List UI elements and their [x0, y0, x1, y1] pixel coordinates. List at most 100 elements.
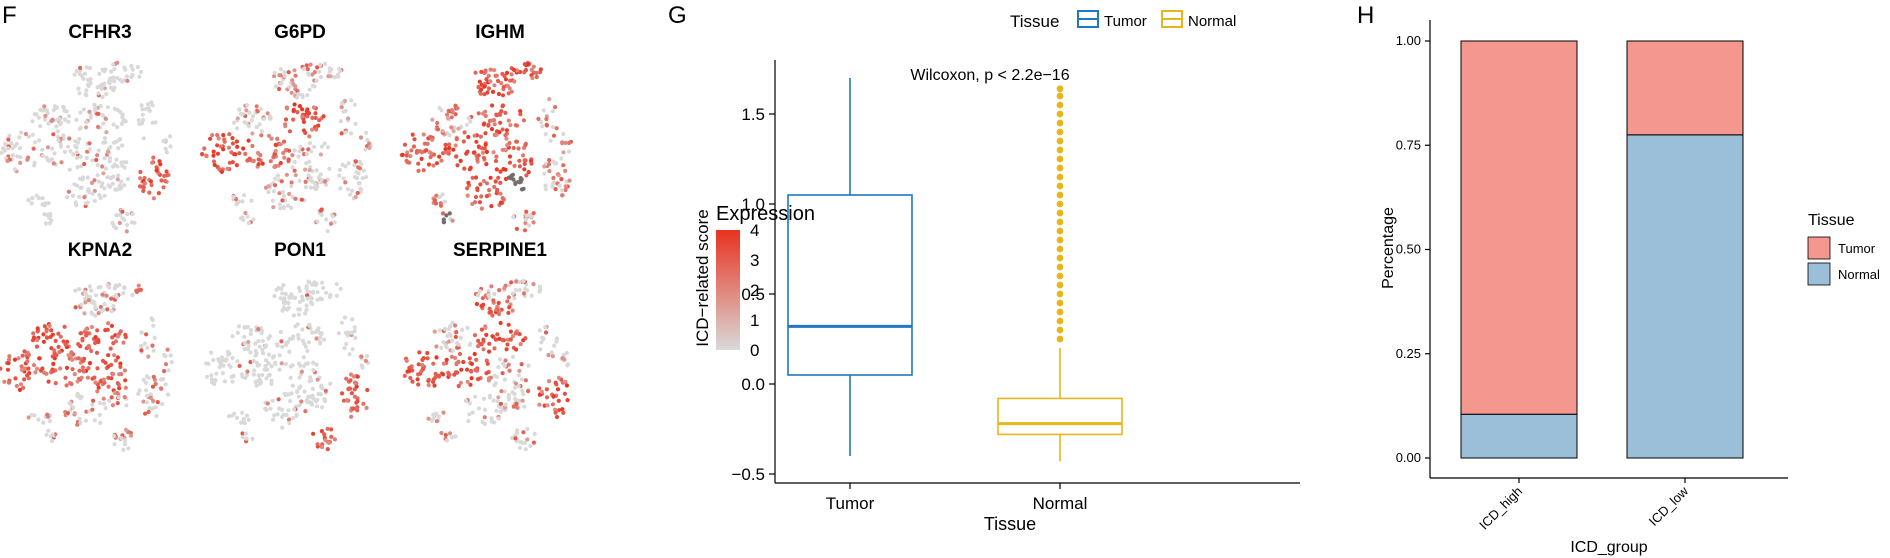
umap-cell — [275, 173, 281, 178]
umap-cell — [405, 160, 410, 165]
umap-cell — [72, 411, 77, 416]
umap-cell — [451, 129, 456, 134]
umap-cell — [141, 377, 146, 382]
umap-cell — [435, 127, 441, 132]
umap-cell — [509, 280, 514, 285]
umap-cell — [22, 377, 27, 382]
umap-cell — [72, 372, 77, 377]
umap-cell — [87, 141, 92, 146]
umap-cell — [67, 167, 72, 172]
umap-cell — [479, 194, 484, 199]
umap-cell — [496, 311, 502, 317]
umap-cell — [511, 404, 516, 409]
umap-cell — [75, 379, 80, 384]
umap-cell — [123, 427, 129, 432]
umap-cell — [367, 141, 372, 146]
umap-cell — [77, 126, 82, 131]
umap-cell — [425, 350, 430, 356]
umap-cell — [43, 201, 48, 206]
umap-cell — [113, 358, 118, 363]
umap-cell — [242, 421, 247, 426]
umap-cell — [316, 391, 321, 396]
umap-cell — [517, 287, 522, 293]
umap-cell — [349, 391, 354, 396]
umap-cell — [513, 396, 518, 401]
umap-cell — [109, 296, 114, 301]
umap-cell — [551, 181, 556, 186]
umap-cell — [160, 377, 166, 382]
umap-cell — [275, 136, 280, 141]
x-tick-label-icd_low: ICD_low — [1646, 483, 1692, 529]
outlier-point — [1056, 92, 1064, 100]
umap-cell — [58, 366, 63, 371]
umap-cell — [543, 183, 548, 188]
wilcoxon-annotation: Wilcoxon, p < 2.2e−16 — [910, 67, 1069, 84]
umap-cell — [230, 355, 235, 361]
umap-cell — [481, 347, 486, 352]
umap-cell — [426, 162, 432, 167]
x-tick-label-icd_high: ICD_high — [1476, 484, 1525, 533]
umap-cell — [444, 357, 449, 362]
umap-cell — [512, 296, 517, 301]
umap-cell — [270, 355, 275, 360]
umap-cell — [321, 114, 326, 119]
umap-cell — [104, 130, 109, 135]
umap-cell — [90, 407, 95, 412]
umap-cell — [522, 440, 528, 445]
umap-cell — [84, 155, 89, 160]
umap-cell — [240, 435, 245, 440]
umap-cell — [43, 221, 49, 226]
umap-cell — [66, 353, 71, 358]
umap-cell — [484, 181, 490, 186]
umap-cell — [482, 415, 487, 420]
umap-cell — [284, 172, 289, 177]
umap-cell — [7, 133, 12, 138]
umap-cell — [484, 149, 489, 154]
umap-cell — [101, 377, 106, 382]
umap-cell — [38, 107, 43, 112]
box-normal: Normal — [997, 85, 1123, 513]
umap-cell — [316, 175, 321, 180]
umap-cell — [513, 331, 518, 336]
umap-cell — [18, 155, 23, 160]
umap-cell — [319, 332, 324, 337]
umap-cell — [320, 445, 325, 450]
umap-cell — [531, 220, 536, 225]
umap-cell — [64, 109, 69, 114]
umap-cell — [355, 374, 360, 379]
umap-cell — [563, 187, 568, 193]
umap-cell — [253, 341, 258, 346]
umap-cell — [115, 355, 120, 360]
umap-cell — [231, 120, 237, 125]
umap-cell — [245, 103, 250, 108]
umap-cell — [289, 90, 294, 95]
umap-cell — [292, 68, 297, 73]
umap-cell — [500, 127, 505, 132]
umap-cell — [280, 189, 285, 195]
umap-cell — [110, 335, 115, 340]
umap-cell — [217, 167, 222, 172]
umap-cell — [502, 389, 507, 394]
umap-cell — [513, 288, 519, 293]
umap-cell — [486, 289, 491, 294]
umap-cell — [297, 288, 302, 293]
umap-cell — [402, 142, 408, 147]
umap-cell — [556, 375, 562, 380]
umap-cell — [67, 136, 72, 141]
umap-cell — [110, 181, 115, 186]
umap-cell — [73, 288, 78, 293]
umap-cell — [450, 218, 455, 223]
umap-cell — [286, 70, 291, 75]
umap-cell — [542, 171, 547, 176]
umap-cell — [29, 201, 34, 206]
umap-cell — [90, 191, 95, 196]
umap-cell — [229, 150, 234, 155]
umap-cell — [246, 417, 251, 422]
umap-cell — [412, 137, 417, 142]
umap-cell — [470, 201, 475, 207]
umap-cell — [76, 86, 81, 91]
umap-cell — [529, 67, 534, 72]
umap-cell — [447, 324, 453, 329]
umap-cell — [434, 193, 439, 198]
umap-cell — [265, 111, 270, 116]
